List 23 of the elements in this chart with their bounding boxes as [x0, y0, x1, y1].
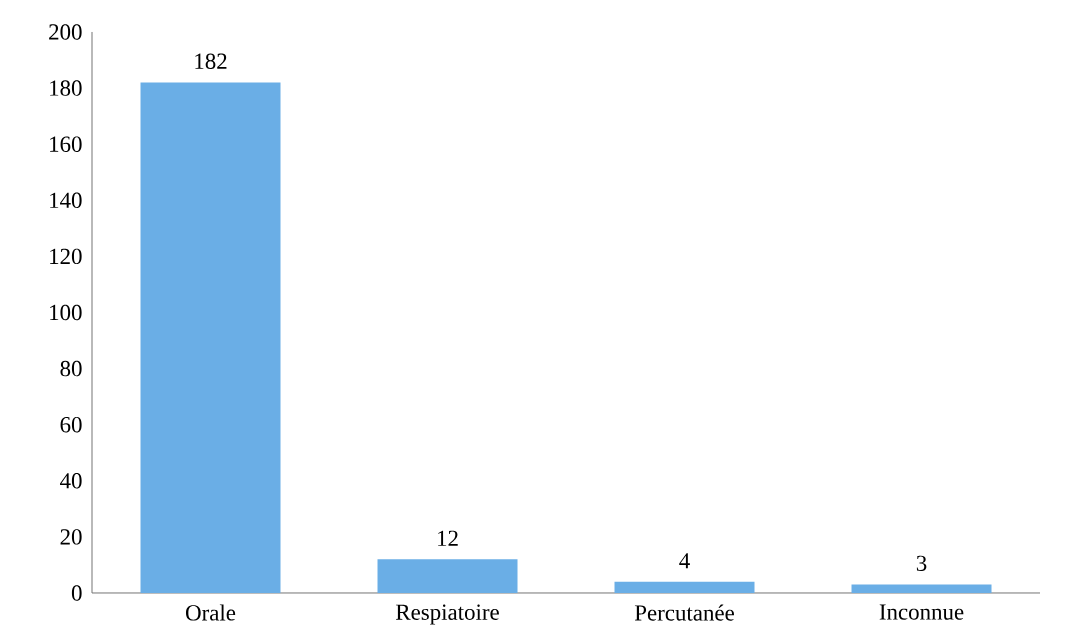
bar [377, 559, 518, 593]
y-tick-label: 40 [60, 473, 82, 489]
y-tick-label: 20 [60, 529, 82, 545]
bar [851, 584, 992, 593]
bar [614, 581, 755, 593]
y-tick-label: 0 [71, 585, 82, 601]
y-tick-label: 120 [50, 248, 82, 265]
y-tick-label: 100 [50, 304, 82, 321]
y-tick-label: 60 [60, 416, 82, 433]
x-tick-label: Orale [186, 604, 236, 621]
x-tick-label: Percutanée [634, 604, 734, 621]
y-tick-label: 180 [50, 80, 82, 96]
y-tick-label: 160 [50, 136, 82, 152]
y-tick-label: 140 [50, 192, 82, 209]
data-label: 3 [916, 555, 927, 572]
x-tick-label: Inconnue [879, 604, 964, 620]
y-tick-label: 200 [49, 24, 82, 40]
data-label: 182 [195, 53, 227, 69]
y-tick-label: 80 [60, 360, 82, 377]
bar [140, 82, 281, 593]
data-label: 4 [679, 553, 690, 569]
data-label: 12 [438, 530, 458, 546]
x-tick-label: Respiatoire [395, 604, 499, 625]
